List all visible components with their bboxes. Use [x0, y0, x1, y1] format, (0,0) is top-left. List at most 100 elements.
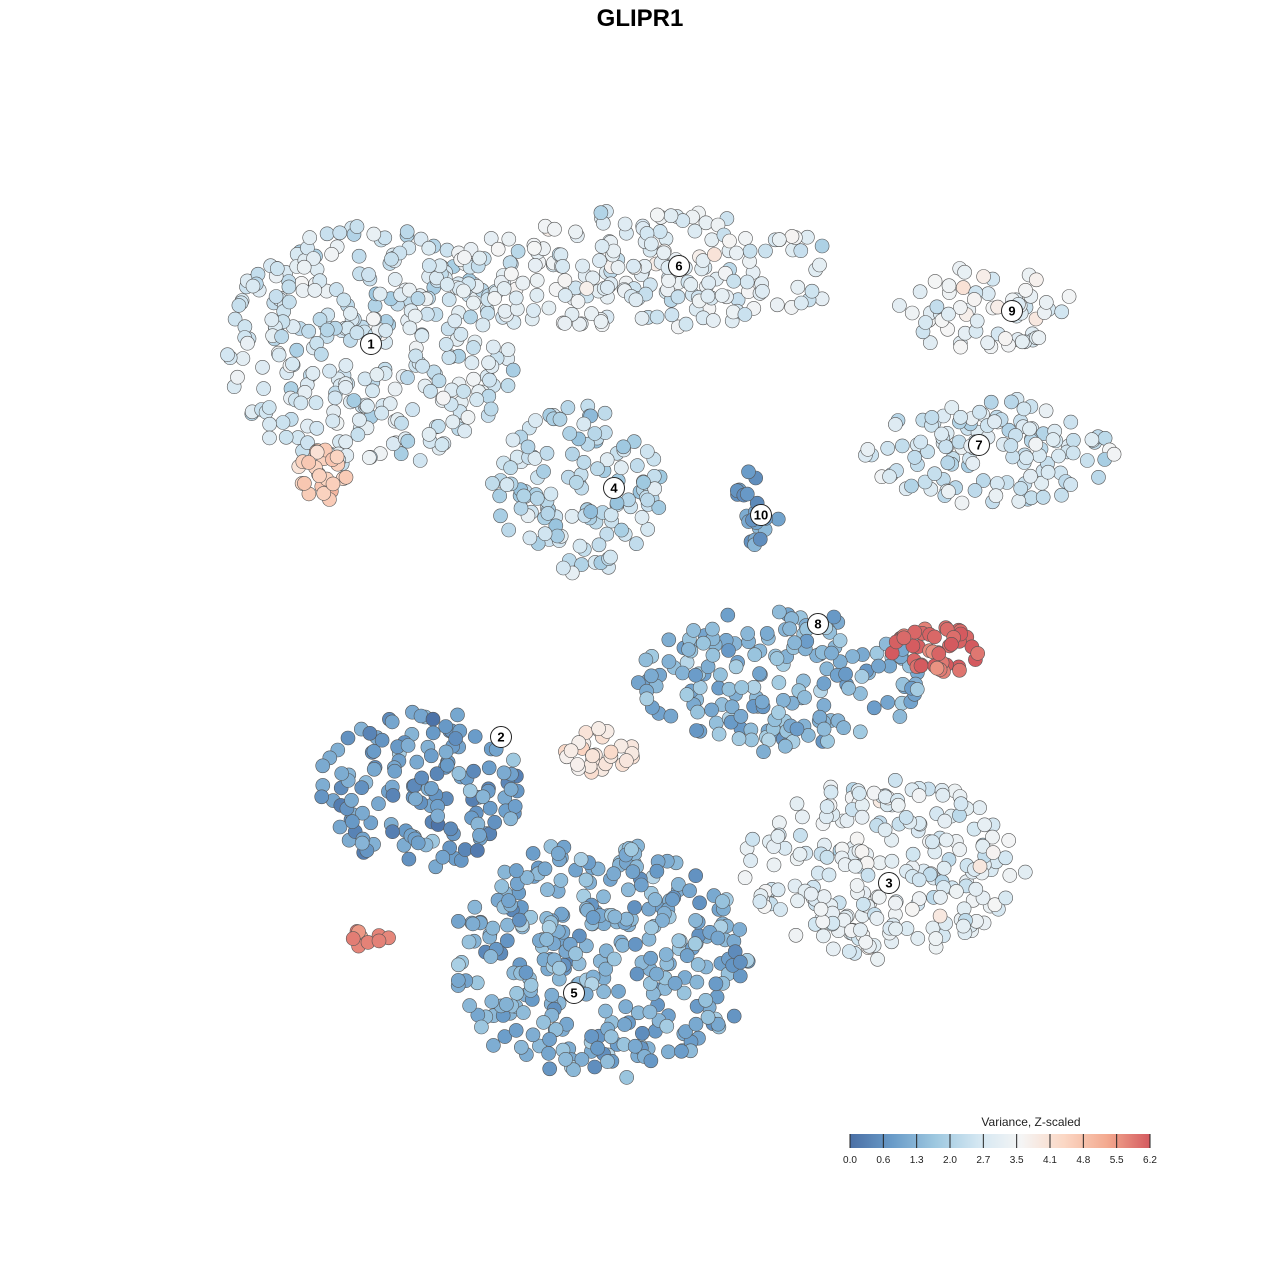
cluster-8-point	[838, 666, 853, 682]
cluster-4-point	[516, 488, 532, 504]
cluster-5-point	[679, 948, 695, 964]
cluster-1-point	[463, 309, 478, 325]
cluster-4-point	[522, 530, 538, 546]
cluster-6-point	[610, 260, 626, 275]
cluster-1-point	[460, 410, 476, 425]
cluster-5-point	[671, 933, 687, 949]
hotspot-point	[931, 646, 947, 662]
cluster-6-point	[722, 233, 737, 249]
cluster-8-point	[909, 682, 925, 697]
cluster-1-point	[324, 247, 339, 262]
cluster-1-point	[313, 346, 329, 362]
cluster-8-point	[787, 635, 802, 651]
cluster-8-point	[852, 724, 868, 740]
cluster-3-point	[789, 796, 805, 812]
cluster-7-point	[972, 404, 987, 420]
cluster-1-point	[469, 392, 485, 407]
cluster-5-point	[542, 1061, 558, 1077]
cluster-5-point	[516, 1005, 531, 1020]
cluster-4-point	[501, 522, 517, 538]
cluster-4-point	[539, 445, 555, 461]
cluster-6-point	[695, 253, 711, 268]
cluster-5-point	[690, 957, 706, 972]
cluster-8-point	[731, 731, 747, 747]
cluster-2-point	[314, 789, 330, 805]
cluster-5-point	[513, 1040, 529, 1055]
cluster-1-point	[227, 311, 243, 327]
cluster-4-point	[614, 522, 629, 538]
cluster-1-point	[378, 323, 393, 338]
cluster-1-point	[382, 396, 398, 412]
cluster-6-point	[812, 257, 827, 273]
cluster-2-point	[334, 766, 350, 781]
cluster-8-point	[854, 669, 870, 684]
cluster-5-point	[627, 1038, 643, 1054]
cluster-1-point	[278, 429, 294, 445]
cluster-2-point	[496, 765, 512, 781]
cluster-8-point	[819, 661, 835, 677]
cluster-3-point	[813, 901, 829, 917]
cluster-3-point	[936, 860, 952, 876]
cluster-1-point	[400, 433, 416, 449]
cluster-1-point	[352, 412, 367, 428]
cluster-5-point	[509, 985, 525, 1001]
cluster-8-point	[871, 658, 886, 674]
cluster-8-point	[752, 666, 767, 681]
cluster-8-point	[724, 699, 740, 715]
cluster-1-point	[366, 226, 382, 242]
hotspot-point	[301, 455, 317, 470]
cluster-8-point	[704, 702, 719, 718]
cluster-5-point	[671, 877, 686, 892]
cluster-5-point	[674, 1044, 689, 1059]
cluster-9-point	[904, 305, 920, 321]
cluster-5-point	[451, 913, 466, 929]
cluster-4-point	[552, 411, 568, 427]
cluster-label-badge	[878, 872, 900, 894]
cluster-2-point	[385, 824, 400, 840]
cluster-9-point	[980, 335, 996, 351]
cluster-2-point	[507, 799, 523, 814]
cluster-5-point	[461, 934, 477, 950]
cluster-9-point	[969, 313, 985, 329]
cluster-1-point	[327, 390, 343, 406]
cluster-1-point	[343, 306, 358, 321]
cluster-1-point	[361, 450, 377, 465]
cluster-9-point	[892, 298, 907, 313]
cluster-4-point	[613, 460, 629, 476]
cluster-7-point	[1028, 436, 1044, 452]
cluster-1-point	[281, 294, 297, 310]
cluster-5-point	[584, 1029, 599, 1044]
cluster-5-point	[618, 999, 634, 1015]
cluster-2-point	[466, 763, 481, 779]
cluster-3-point	[869, 911, 885, 926]
cluster-label-9: 9	[1001, 300, 1023, 322]
cluster-5-point	[647, 892, 663, 907]
cluster-1-point	[394, 415, 409, 431]
cluster-3-point	[932, 908, 948, 924]
cluster-4-point	[599, 452, 615, 468]
hotspot-point	[952, 662, 967, 678]
cluster-8-point	[799, 633, 815, 649]
cluster-4-point	[492, 488, 508, 504]
cluster-2-point	[429, 766, 445, 782]
cluster-7-point	[944, 400, 960, 415]
cluster-6-point	[593, 314, 609, 329]
cluster-8-point	[826, 609, 842, 625]
cluster-4-point	[599, 526, 615, 542]
cluster-5-point	[688, 1016, 704, 1032]
hotspot-point	[329, 449, 345, 465]
cluster-8-point	[771, 675, 787, 690]
cluster-6-point	[661, 273, 676, 288]
cluster-8-point	[756, 744, 771, 760]
cluster-6-point	[617, 216, 633, 232]
cluster-1-point	[281, 279, 297, 295]
cluster-1-point	[361, 267, 376, 282]
hotspot-point	[345, 931, 361, 946]
cluster-5-point	[611, 984, 626, 999]
cluster-5-point	[649, 863, 665, 879]
cluster-5-point	[687, 936, 703, 952]
cluster-5-point	[710, 930, 726, 946]
cluster-8-point	[661, 632, 677, 648]
cluster-3-point	[904, 901, 920, 917]
cluster-7-point	[882, 469, 897, 484]
